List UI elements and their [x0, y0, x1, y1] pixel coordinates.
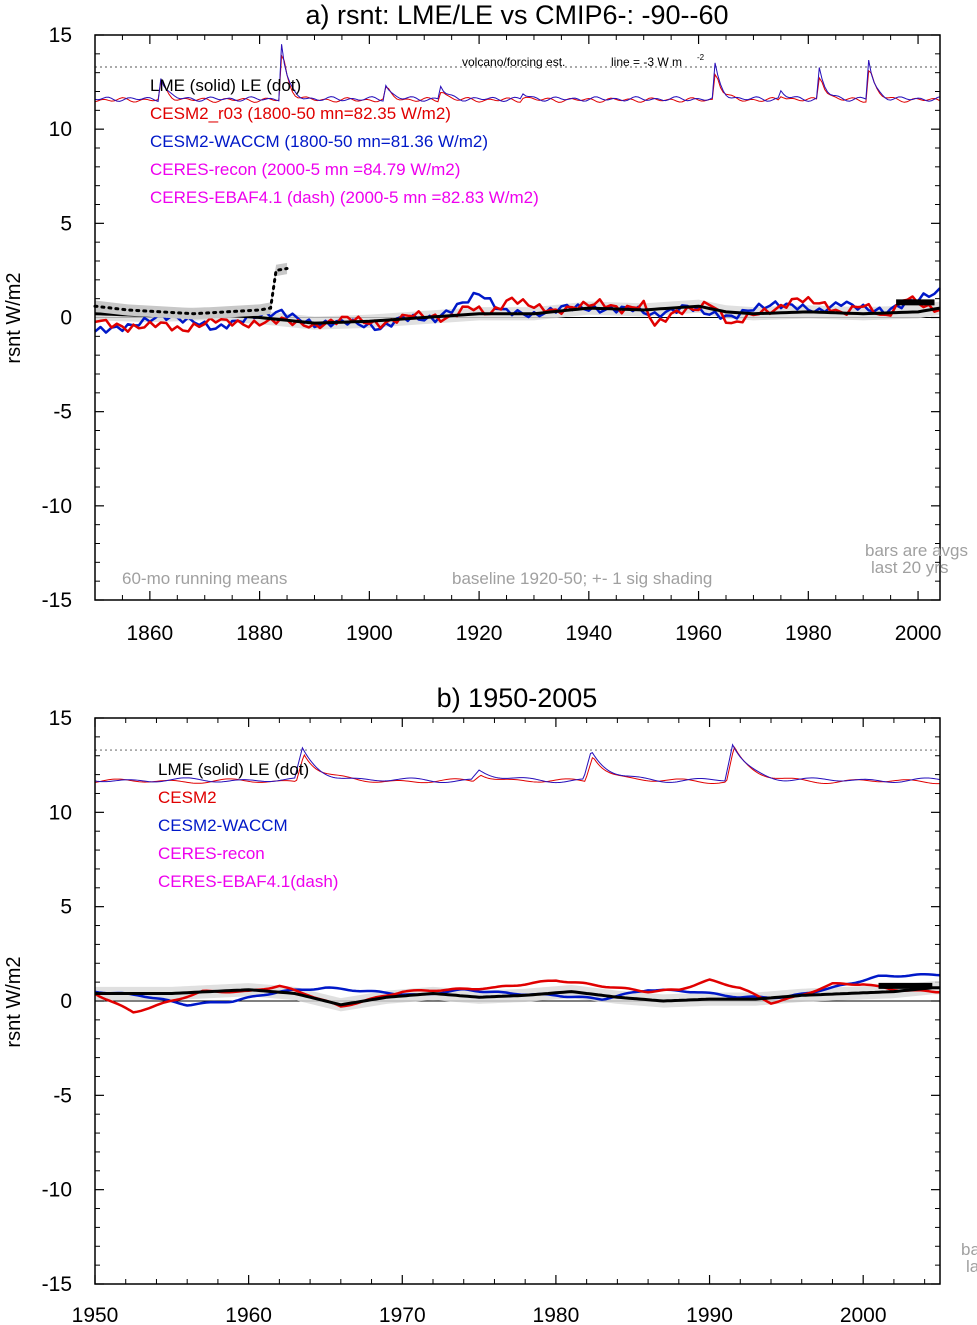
x-tick-label: 1860 — [127, 622, 174, 645]
x-tick-label: 2000 — [840, 1304, 887, 1325]
baseline-annotation: baseline 1920-50; +- 1 sig shading — [452, 569, 712, 588]
series-layer — [94, 972, 941, 1014]
x-tick-label: 1900 — [346, 622, 393, 645]
plot-frame — [94, 717, 941, 1285]
series-layer — [93, 262, 941, 334]
line-annotation: line = -3 W m — [611, 55, 682, 69]
bars-annotation-line2: last 20 yrs — [871, 558, 948, 577]
y-tick-label: 0 — [60, 307, 72, 330]
chart-title: b) 1950-2005 — [437, 683, 598, 713]
y-tick-label: -5 — [53, 1084, 72, 1107]
y-tick-label: 10 — [49, 118, 72, 141]
x-tick-label: 1880 — [236, 622, 283, 645]
x-tick-label: 1940 — [565, 622, 612, 645]
y-tick-label: -10 — [42, 1179, 72, 1202]
x-tick-label: 1960 — [675, 622, 722, 645]
forcing-curve-purple — [94, 44, 941, 102]
running-means-annotation: 60-mo running means — [122, 569, 287, 588]
legend-cesm2-waccm: CESM2-WACCM — [158, 816, 288, 835]
legend-cesm2: CESM2 — [158, 788, 217, 807]
x-tick-label: 1990 — [686, 1304, 733, 1325]
legend-cesm2: CESM2_r03 (1800-50 mn=82.35 W/m2) — [150, 104, 451, 123]
series-line-lme — [95, 986, 940, 1007]
y-tick-label: 5 — [60, 212, 72, 235]
y-tick-label: -5 — [53, 401, 72, 424]
x-tick-labels: 1860 1880 1900 1920 1940 1960 1980 2000 — [127, 622, 942, 645]
legend-lme-le: LME (solid) LE (dot) — [158, 760, 309, 779]
x-tick-label: 1980 — [785, 622, 832, 645]
panel-a: a) rsnt: LME/LE vs CMIP6-: -90--60 -15-1… — [3, 0, 968, 645]
le-dotted-line — [93, 267, 289, 316]
x-tick-label: 1960 — [225, 1304, 272, 1325]
x-tick-labels: 1950 1960 1970 1980 1990 2000 — [72, 1304, 887, 1325]
bars-annotation-line2: la — [966, 1257, 977, 1276]
line-annotation-superscript: -2 — [697, 53, 705, 62]
y-axis-label: rsnt W/m2 — [3, 272, 25, 363]
y-tick-label: 10 — [49, 801, 72, 824]
x-tick-label: 1950 — [72, 1304, 119, 1325]
volcano-annotation: volcano/forcing est. — [462, 55, 565, 69]
panel-b: b) 1950-2005 -15 -10 -5 0 5 10 15 1950 1960 1970… — [3, 683, 977, 1325]
x-tick-label: 1970 — [379, 1304, 426, 1325]
legend-ceres-ebaf: CERES-EBAF4.1 (dash) (2000-5 mn =82.83 W… — [150, 188, 539, 207]
forcing-lines — [94, 743, 941, 785]
legend-cesm2-waccm: CESM2-WACCM (1800-50 mn=81.36 W/m2) — [150, 132, 488, 151]
legend-ceres-recon: CERES-recon — [158, 844, 265, 863]
y-tick-label: 5 — [60, 896, 72, 919]
bars-annotation-line1: bars are avgs — [865, 541, 968, 560]
legend-lme-le: LME (solid) LE (dot) — [150, 76, 301, 95]
y-tick-labels: -15 -10 -5 0 5 10 15 — [42, 707, 72, 1296]
x-tick-label: 1920 — [456, 622, 503, 645]
y-axis-label: rsnt W/m2 — [3, 956, 25, 1047]
plot-frame — [94, 34, 941, 601]
x-tick-label: 2000 — [895, 622, 942, 645]
legend-ceres-recon: CERES-recon (2000-5 mn =84.79 W/m2) — [150, 160, 460, 179]
y-tick-label: -10 — [42, 495, 72, 518]
y-tick-label: 15 — [49, 24, 72, 47]
y-tick-labels: -15 -10 -5 0 5 10 15 — [42, 24, 72, 612]
y-tick-label: -15 — [42, 589, 72, 612]
x-tick-label: 1980 — [533, 1304, 580, 1325]
le-sigma-band — [95, 262, 288, 320]
forcing-curve-purple — [94, 743, 941, 783]
y-tick-label: 0 — [60, 990, 72, 1013]
bars-annotation-line1: ba — [961, 1240, 977, 1259]
forcing-lines — [94, 44, 941, 103]
series-line-cesm2-r03 — [94, 295, 941, 333]
y-tick-label: -15 — [42, 1273, 72, 1296]
legend-ceres-ebaf: CERES-EBAF4.1(dash) — [158, 872, 338, 891]
y-tick-label: 15 — [49, 707, 72, 730]
chart-title: a) rsnt: LME/LE vs CMIP6-: -90--60 — [305, 0, 728, 30]
